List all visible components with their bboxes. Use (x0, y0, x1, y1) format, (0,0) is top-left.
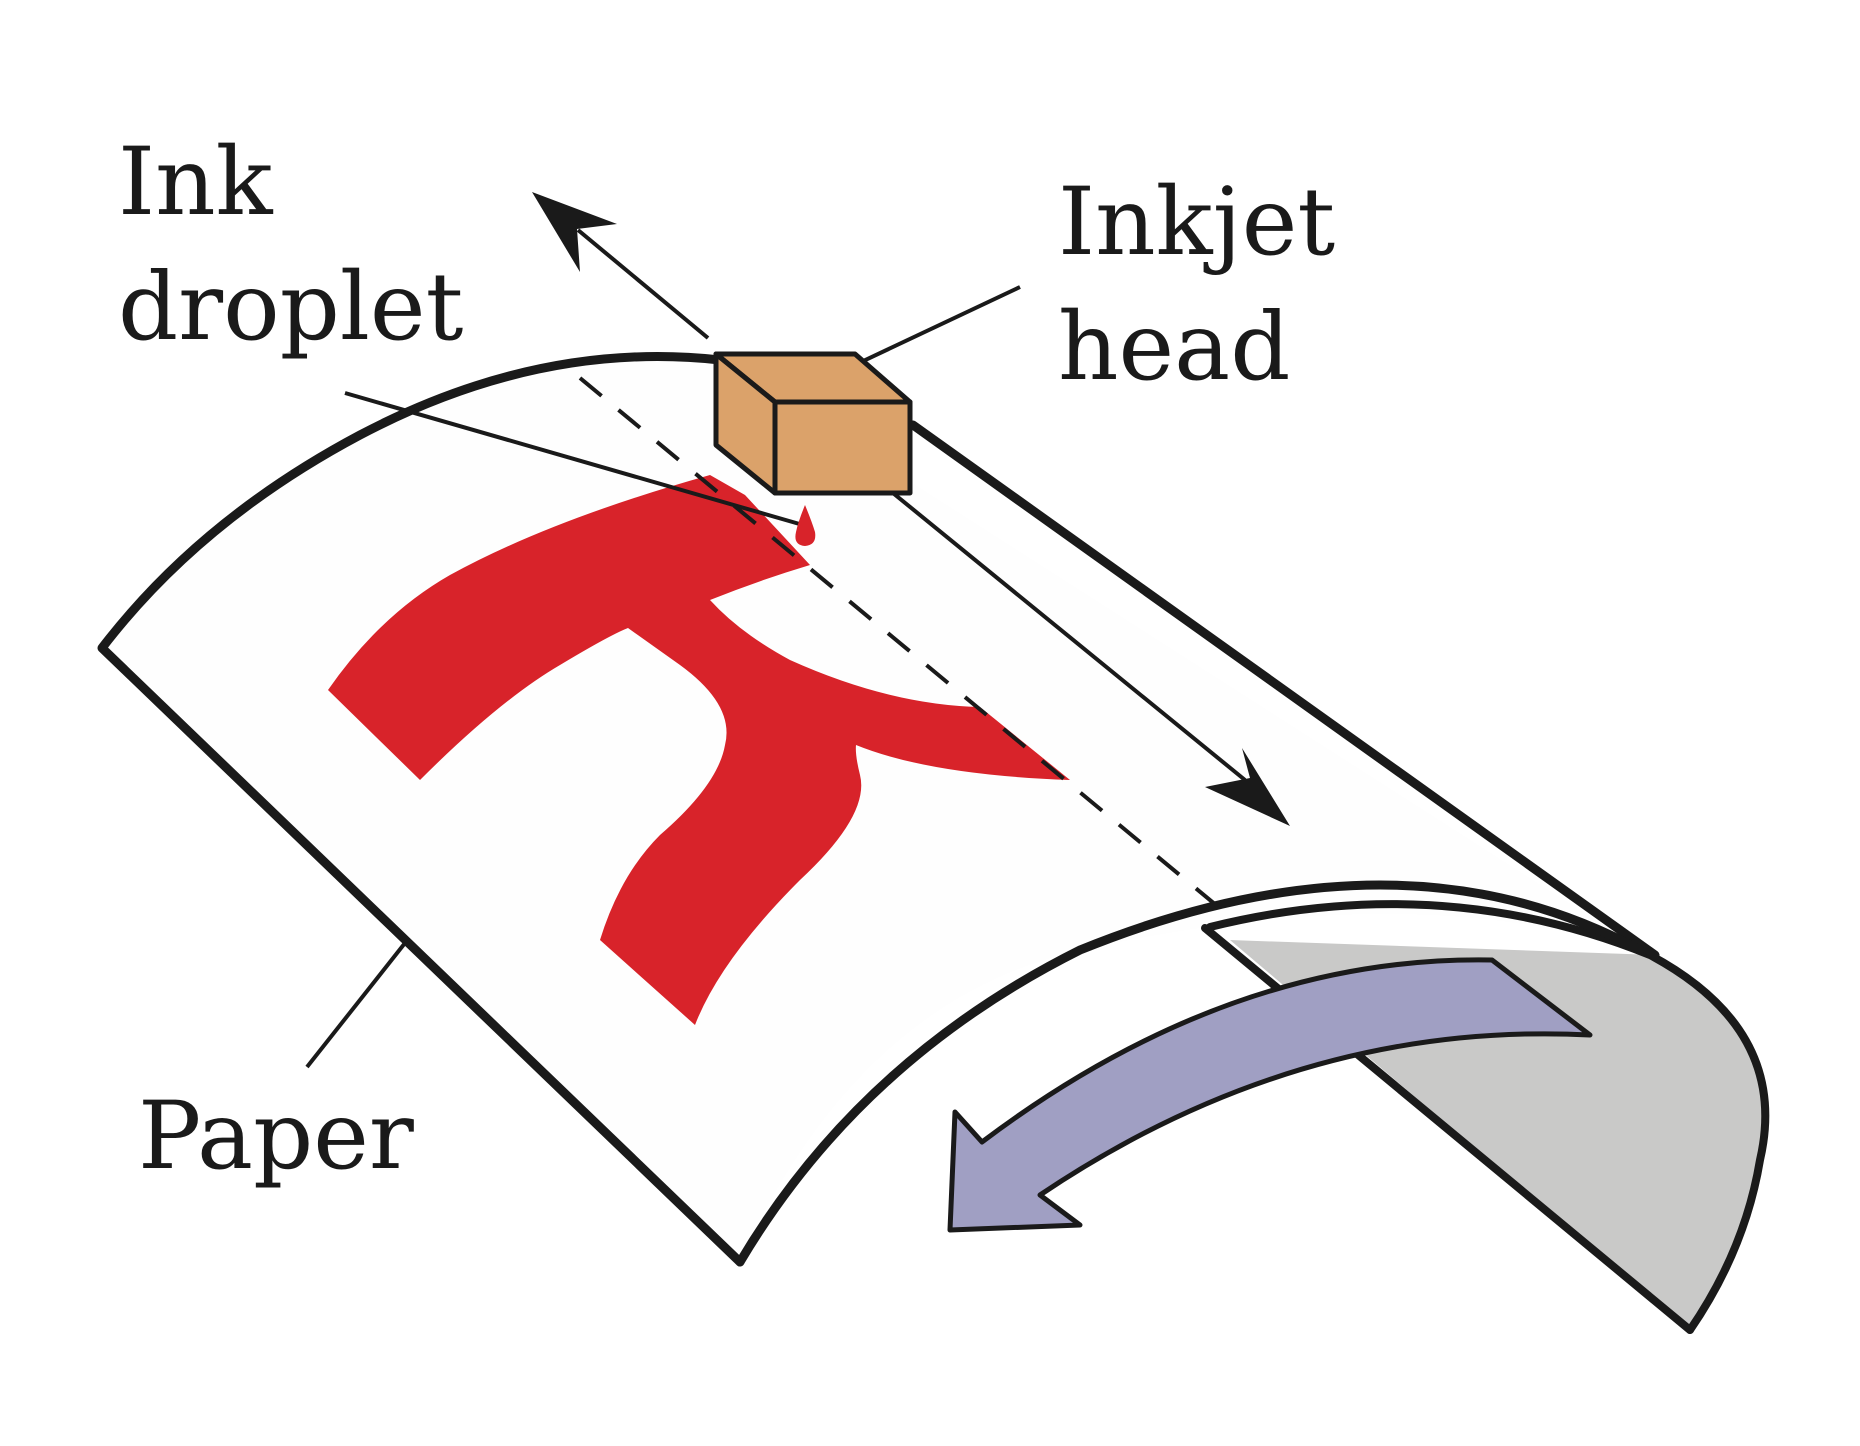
paper-underside-outline (1206, 900, 1770, 1334)
print-path-dashed (578, 376, 1224, 912)
paper-feed-arrow (947, 957, 1593, 1233)
paper-outline (97, 352, 745, 1267)
inkjet-head-label: Inkjet head (1058, 160, 1335, 410)
inkjet-head-label-line1: Inkjet (1058, 168, 1336, 277)
travel-line-back (576, 228, 710, 340)
ink-droplet (795, 505, 816, 546)
ink-droplet-label-line1: Ink (118, 128, 273, 237)
paper-near-curve (735, 880, 1645, 1267)
inkjet-head-label-line2: head (1058, 293, 1291, 402)
travel-arrow-forward (1205, 748, 1290, 826)
travel-line-forward (848, 456, 1247, 782)
inkjet-head-front (772, 399, 913, 496)
printed-glyph (328, 475, 1070, 1025)
paper-label: Paper (138, 1082, 414, 1191)
leader-paper (305, 941, 407, 1069)
ink-droplet-label: Ink droplet (118, 120, 463, 370)
ink-droplet-label-line2: droplet (118, 253, 464, 362)
paper-far-edge (908, 420, 1660, 960)
travel-arrow-back (532, 192, 617, 272)
leader-ink-droplet (344, 391, 804, 527)
